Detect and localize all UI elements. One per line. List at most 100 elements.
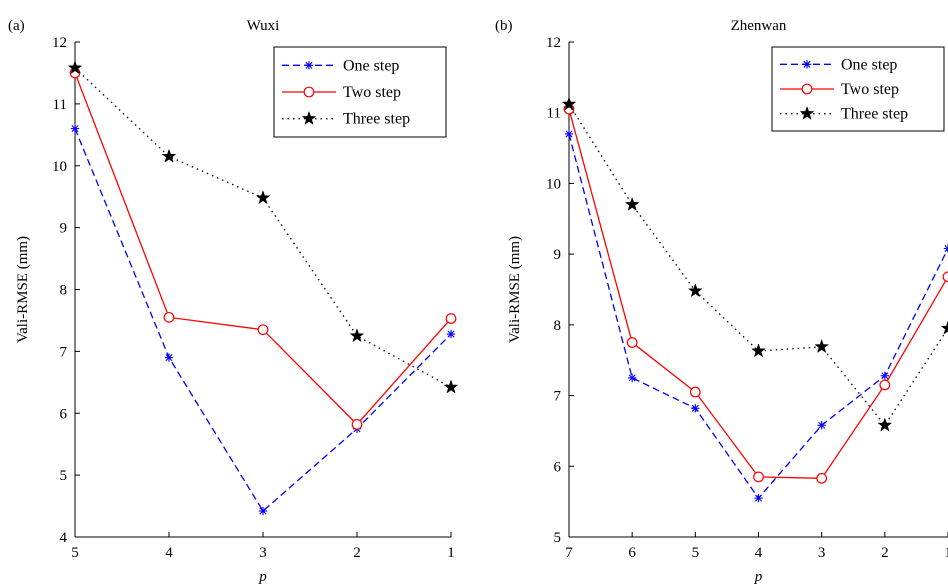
x-tick-label: 5: [692, 545, 700, 561]
data-point-two-step: [816, 472, 828, 484]
data-point-three-step: [443, 379, 459, 394]
marker-stroke: [71, 125, 79, 133]
legend-label: Three step: [343, 111, 410, 128]
marker-stroke: [691, 404, 699, 412]
y-tick-label: 6: [554, 459, 562, 475]
marker-stroke: [754, 494, 763, 502]
x-tick-label: 5: [71, 545, 79, 561]
data-point-one-step: [943, 244, 948, 253]
series-line-one-step: [568, 133, 948, 500]
legend-marker-three-step: [799, 105, 815, 120]
marker-stroke: [628, 374, 636, 382]
x-tick-label: 2: [353, 545, 361, 561]
x-tick-label: 1: [944, 545, 948, 561]
y-tick-label: 11: [53, 97, 67, 113]
y-axis-label: Vali-RMSE (mm): [507, 236, 523, 343]
marker-stroke: [447, 330, 455, 338]
data-point-two-step: [163, 311, 175, 323]
data-point-one-step: [627, 373, 637, 383]
data-point-three-step: [161, 148, 177, 163]
series-line-one-step: [74, 128, 452, 513]
panel-label: (a): [8, 18, 25, 34]
legend: One step Two step Three step: [273, 46, 447, 138]
data-point-one-step: [258, 506, 268, 516]
legend-marker-two-step: [303, 86, 315, 98]
data-point-three-step: [751, 343, 766, 358]
y-tick-label: 12: [52, 35, 67, 51]
y-tick-label: 11: [547, 106, 561, 122]
legend-label: One step: [343, 57, 399, 74]
data-point-three-step: [814, 339, 830, 354]
marker-stroke: [944, 244, 948, 250]
y-tick-label: 10: [546, 176, 561, 192]
marker-stroke: [565, 130, 573, 138]
data-point-two-step: [689, 386, 701, 398]
data-point-one-step: [70, 124, 80, 133]
data-point-one-step: [880, 371, 890, 380]
x-tick-label: 3: [818, 545, 826, 561]
series-line-three-step: [568, 103, 948, 427]
x-tick-label: 7: [565, 545, 573, 561]
x-axis-label: p: [754, 569, 763, 585]
y-tick-label: 5: [554, 530, 562, 546]
data-point-one-step: [817, 421, 826, 430]
data-point-two-step: [626, 337, 638, 348]
data-point-one-step: [164, 353, 174, 362]
marker-stroke: [818, 421, 826, 429]
data-point-three-step: [624, 196, 640, 211]
y-tick-label: 9: [60, 221, 68, 237]
marker-stroke: [803, 60, 811, 68]
x-tick-label: 6: [628, 545, 636, 561]
y-tick-label: 8: [60, 283, 68, 299]
data-point-one-step: [564, 129, 574, 139]
legend-marker-one-step: [304, 61, 314, 70]
data-point-two-step: [942, 271, 948, 283]
data-point-two-step: [879, 379, 891, 391]
y-tick-label: 8: [554, 318, 562, 334]
series-group: [561, 96, 948, 503]
legend-label: Two step: [841, 81, 899, 98]
legend-marker-three-step: [301, 110, 317, 125]
data-point-three-step: [877, 417, 893, 432]
y-tick-label: 4: [60, 530, 68, 546]
series-group: [67, 60, 459, 516]
y-tick-label: 10: [52, 159, 67, 175]
x-tick-label: 3: [259, 545, 267, 561]
legend-marker-one-step: [802, 60, 812, 69]
data-point-two-step: [351, 418, 363, 430]
x-tick-label: 4: [755, 545, 763, 561]
legend-label: Three step: [841, 106, 908, 123]
data-point-two-step: [257, 324, 269, 336]
chart-title: Zhenwan: [731, 18, 787, 34]
data-point-three-step: [349, 328, 365, 343]
data-point-three-step: [561, 96, 577, 111]
marker-stroke: [944, 247, 948, 253]
data-point-three-step: [687, 283, 703, 298]
panel-label: (b): [495, 18, 513, 34]
y-tick-label: 5: [60, 468, 68, 484]
y-tick-label: 7: [554, 389, 562, 405]
chart-panel-1: 5 6 7 8 9 10 11 12 7 6 5 4 3 2 1 Zhenwan (b) p Vali-RMSE (…: [495, 18, 948, 585]
y-tick-label: 7: [60, 344, 68, 360]
y-tick-label: 6: [60, 406, 68, 422]
legend: One step Two step Three step: [771, 46, 945, 132]
data-point-three-step: [255, 190, 271, 205]
marker-stroke: [881, 372, 889, 380]
data-point-three-step: [940, 320, 948, 335]
y-axis-label: Vali-RMSE (mm): [15, 236, 31, 343]
marker-stroke: [165, 354, 173, 362]
data-point-three-step: [67, 60, 83, 75]
legend-label: Two step: [343, 84, 401, 101]
marker-stroke: [259, 507, 267, 515]
data-point-one-step: [754, 493, 763, 503]
data-point-one-step: [446, 329, 456, 339]
chart-title: Wuxi: [247, 18, 280, 34]
legend-label: One step: [841, 56, 897, 73]
y-tick-label: 12: [546, 35, 561, 51]
data-point-two-step: [753, 471, 764, 483]
x-tick-label: 2: [881, 545, 889, 561]
x-axis-label: p: [258, 569, 267, 585]
marker-stroke: [305, 61, 313, 69]
